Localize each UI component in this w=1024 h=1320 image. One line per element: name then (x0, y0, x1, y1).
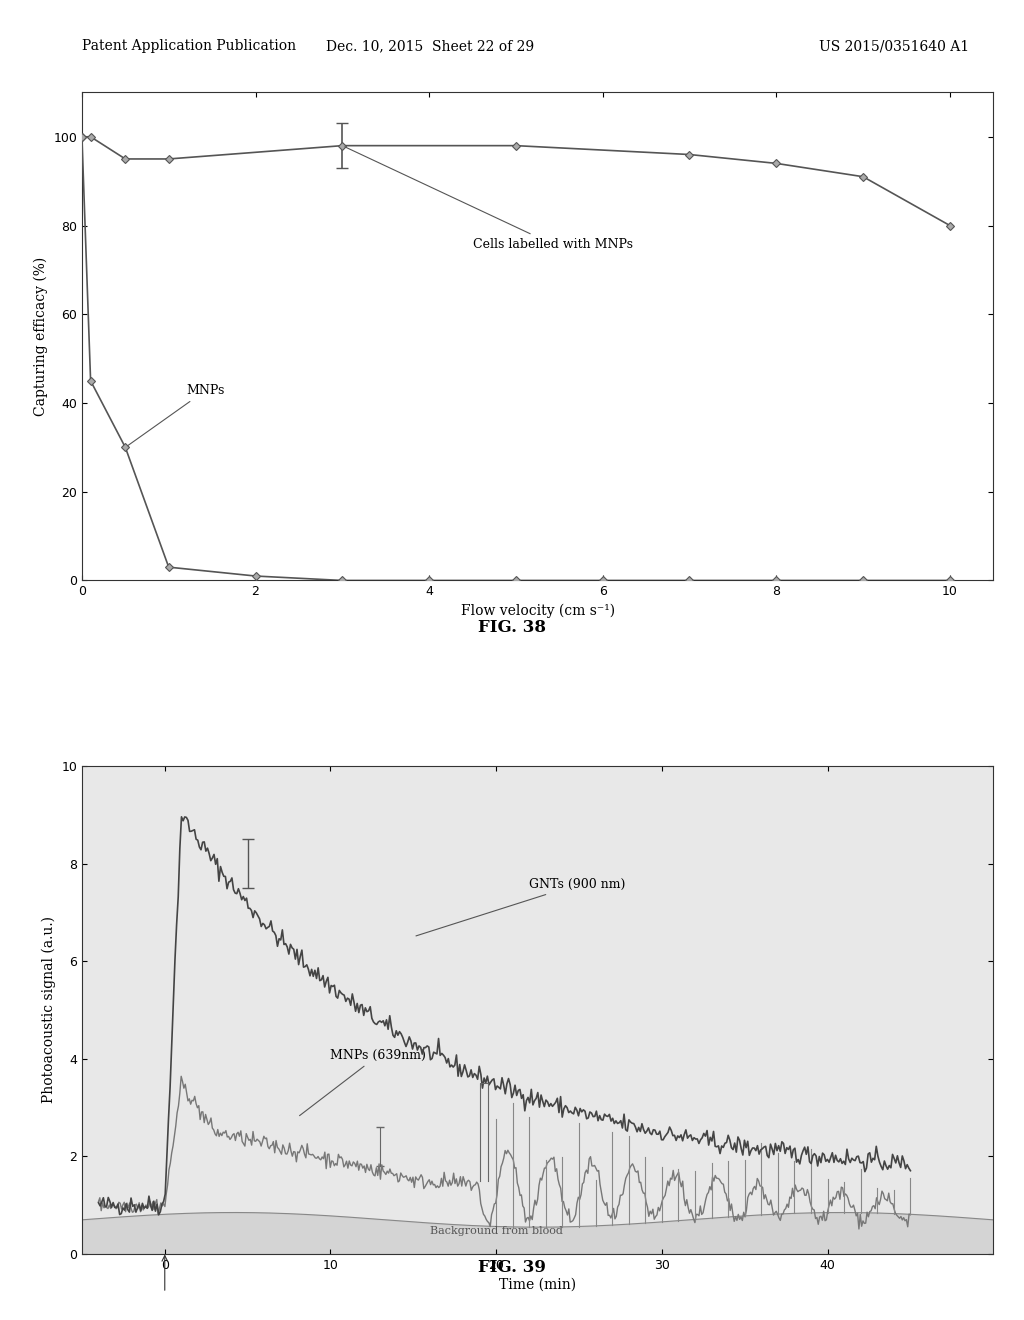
X-axis label: Flow velocity (cm s⁻¹): Flow velocity (cm s⁻¹) (461, 603, 614, 618)
X-axis label: Time (min): Time (min) (499, 1278, 577, 1291)
Text: FIG. 38: FIG. 38 (478, 619, 546, 635)
Y-axis label: Photoacoustic signal (a.u.): Photoacoustic signal (a.u.) (41, 916, 55, 1104)
Text: MNPs (639nm): MNPs (639nm) (300, 1049, 426, 1115)
Text: Dec. 10, 2015  Sheet 22 of 29: Dec. 10, 2015 Sheet 22 of 29 (326, 40, 535, 53)
Text: MNPs: MNPs (128, 384, 224, 446)
Text: FIG. 39: FIG. 39 (478, 1259, 546, 1275)
Text: Background from blood: Background from blood (430, 1226, 562, 1237)
Y-axis label: Capturing efficacy (%): Capturing efficacy (%) (33, 257, 48, 416)
Text: Patent Application Publication: Patent Application Publication (82, 40, 296, 53)
Text: Cells labelled with MNPs: Cells labelled with MNPs (345, 147, 633, 251)
Text: GNTs (900 nm): GNTs (900 nm) (416, 878, 626, 936)
Text: US 2015/0351640 A1: US 2015/0351640 A1 (819, 40, 970, 53)
